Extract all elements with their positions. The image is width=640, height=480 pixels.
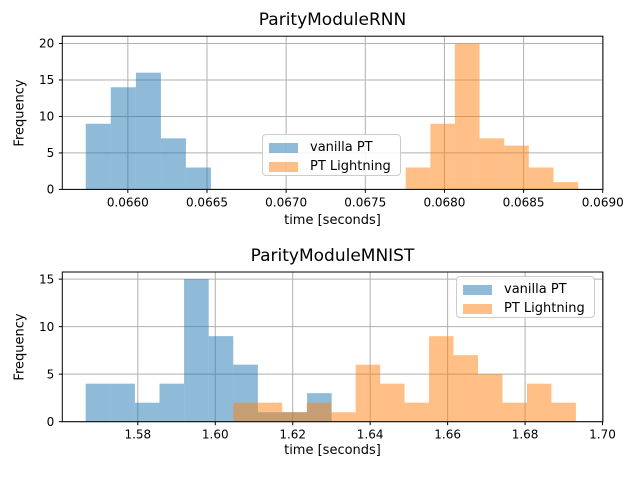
y-tick-label: 15 [39, 272, 54, 286]
histogram-bar-pt-lightning [478, 374, 503, 422]
legend-swatch-pt-lightning-icon [463, 304, 492, 314]
histogram-bar-pt-lightning [306, 402, 332, 422]
histogram-bar-pt-lightning [405, 167, 431, 190]
legend-swatch-vanilla-pt-icon [269, 143, 298, 153]
histogram-bar-pt-lightning [551, 402, 576, 422]
histogram-bar-pt-lightning [504, 145, 529, 190]
histogram-bar-pt-lightning [233, 402, 258, 422]
x-tick-label: 0.0670 [265, 195, 307, 209]
histogram-bar-pt-lightning [355, 364, 381, 422]
chart1-xaxis-label: time [seconds] [284, 213, 381, 228]
histogram-bar-pt-lightning [331, 412, 356, 422]
y-tick-label: 5 [47, 367, 55, 381]
x-tick-label: 0.0660 [107, 195, 149, 209]
y-tick-label: 5 [47, 146, 55, 160]
y-tick-label: 0 [47, 183, 55, 197]
histogram-bar-vanilla-pt [135, 72, 161, 190]
legend-label-vanilla-pt: vanilla PT [504, 282, 567, 297]
legend-entry-vanilla-pt: vanilla PT [463, 282, 594, 298]
histogram-bar-vanilla-pt [85, 123, 111, 190]
histogram-bar-vanilla-pt [110, 383, 135, 422]
x-tick-label: 0.0690 [582, 195, 624, 209]
histogram-bar-pt-lightning [404, 402, 430, 422]
histogram-bar-pt-lightning [502, 402, 527, 422]
y-tick-label: 10 [39, 320, 54, 334]
chart1-title: ParityModuleRNN [258, 10, 407, 30]
x-tick-label: 1.64 [357, 428, 384, 442]
x-tick-label: 0.0675 [344, 195, 386, 209]
histogram-bar-vanilla-pt [85, 383, 111, 422]
histogram-bar-pt-lightning [528, 167, 554, 190]
histogram-bar-vanilla-pt [159, 383, 185, 422]
histogram-bar-pt-lightning [453, 355, 479, 422]
x-tick-label: 1.60 [202, 428, 229, 442]
histogram-bar-pt-lightning [380, 383, 405, 422]
legend-swatch-pt-lightning-icon [269, 162, 298, 172]
chart2-legend: vanilla PT PT Lightning [456, 276, 595, 318]
histogram-bar-pt-lightning [479, 138, 505, 190]
legend-swatch-vanilla-pt-icon [463, 285, 492, 295]
legend-label-vanilla-pt: vanilla PT [310, 140, 373, 155]
x-tick-label: 0.0665 [186, 195, 228, 209]
chart2-yaxis-label: Frequency [12, 313, 28, 381]
chart2-title: ParityModuleMNIST [250, 246, 415, 266]
legend-entry-pt-lightning: PT Lightning [463, 301, 594, 317]
chart1-yaxis-label: Frequency [12, 79, 28, 147]
legend-entry-pt-lightning: PT Lightning [269, 159, 400, 175]
legend-label-pt-lightning: PT Lightning [504, 301, 585, 316]
x-tick-label: 1.70 [589, 428, 616, 442]
legend-label-pt-lightning: PT Lightning [310, 159, 391, 174]
x-tick-label: 1.66 [434, 428, 461, 442]
histogram-bar-pt-lightning [282, 412, 307, 422]
x-tick-label: 1.58 [124, 428, 151, 442]
plot-border [61, 271, 604, 423]
histogram-bar-vanilla-pt [184, 279, 209, 422]
y-tick-label: 20 [39, 37, 54, 51]
x-tick-label: 1.62 [279, 428, 306, 442]
legend-entry-vanilla-pt: vanilla PT [269, 140, 400, 156]
histogram-bar-vanilla-pt [110, 87, 136, 190]
y-tick-label: 0 [47, 415, 55, 429]
histogram-bar-vanilla-pt [208, 336, 234, 422]
histogram-bar-vanilla-pt [160, 138, 186, 190]
histogram-bar-pt-lightning [454, 43, 480, 190]
histogram-bar-pt-lightning [429, 336, 454, 422]
y-tick-label: 15 [39, 73, 54, 87]
histogram-bar-pt-lightning [526, 383, 552, 422]
histogram-bar-pt-lightning [553, 182, 579, 190]
x-tick-label: 1.68 [512, 428, 539, 442]
histogram-bar-vanilla-pt [134, 402, 160, 422]
histogram-bar-vanilla-pt [185, 167, 211, 190]
chart1-legend: vanilla PT PT Lightning [262, 134, 401, 176]
plot-border [61, 35, 604, 190]
x-tick-label: 0.0680 [423, 195, 465, 209]
x-tick-label: 0.0685 [503, 195, 545, 209]
histogram-bar-pt-lightning [430, 123, 455, 190]
chart2-xaxis-label: time [seconds] [284, 443, 381, 458]
histogram-bar-pt-lightning [257, 402, 283, 422]
y-tick-label: 10 [39, 110, 54, 124]
